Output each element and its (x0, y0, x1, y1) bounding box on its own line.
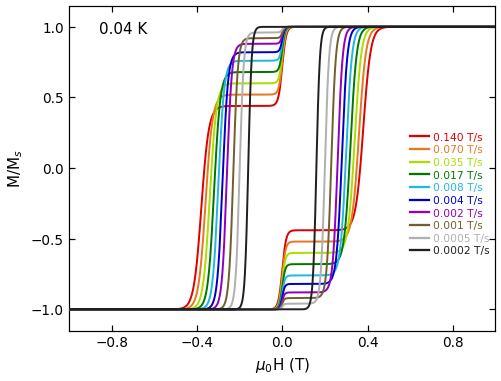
Y-axis label: M/M$_s$: M/M$_s$ (6, 149, 25, 188)
Legend: 0.140 T/s, 0.070 T/s, 0.035 T/s, 0.017 T/s, 0.008 T/s, 0.004 T/s, 0.002 T/s, 0.0: 0.140 T/s, 0.070 T/s, 0.035 T/s, 0.017 T… (410, 133, 489, 256)
X-axis label: $\mu_0$H (T): $\mu_0$H (T) (255, 356, 310, 375)
Text: 0.04 K: 0.04 K (99, 22, 147, 37)
